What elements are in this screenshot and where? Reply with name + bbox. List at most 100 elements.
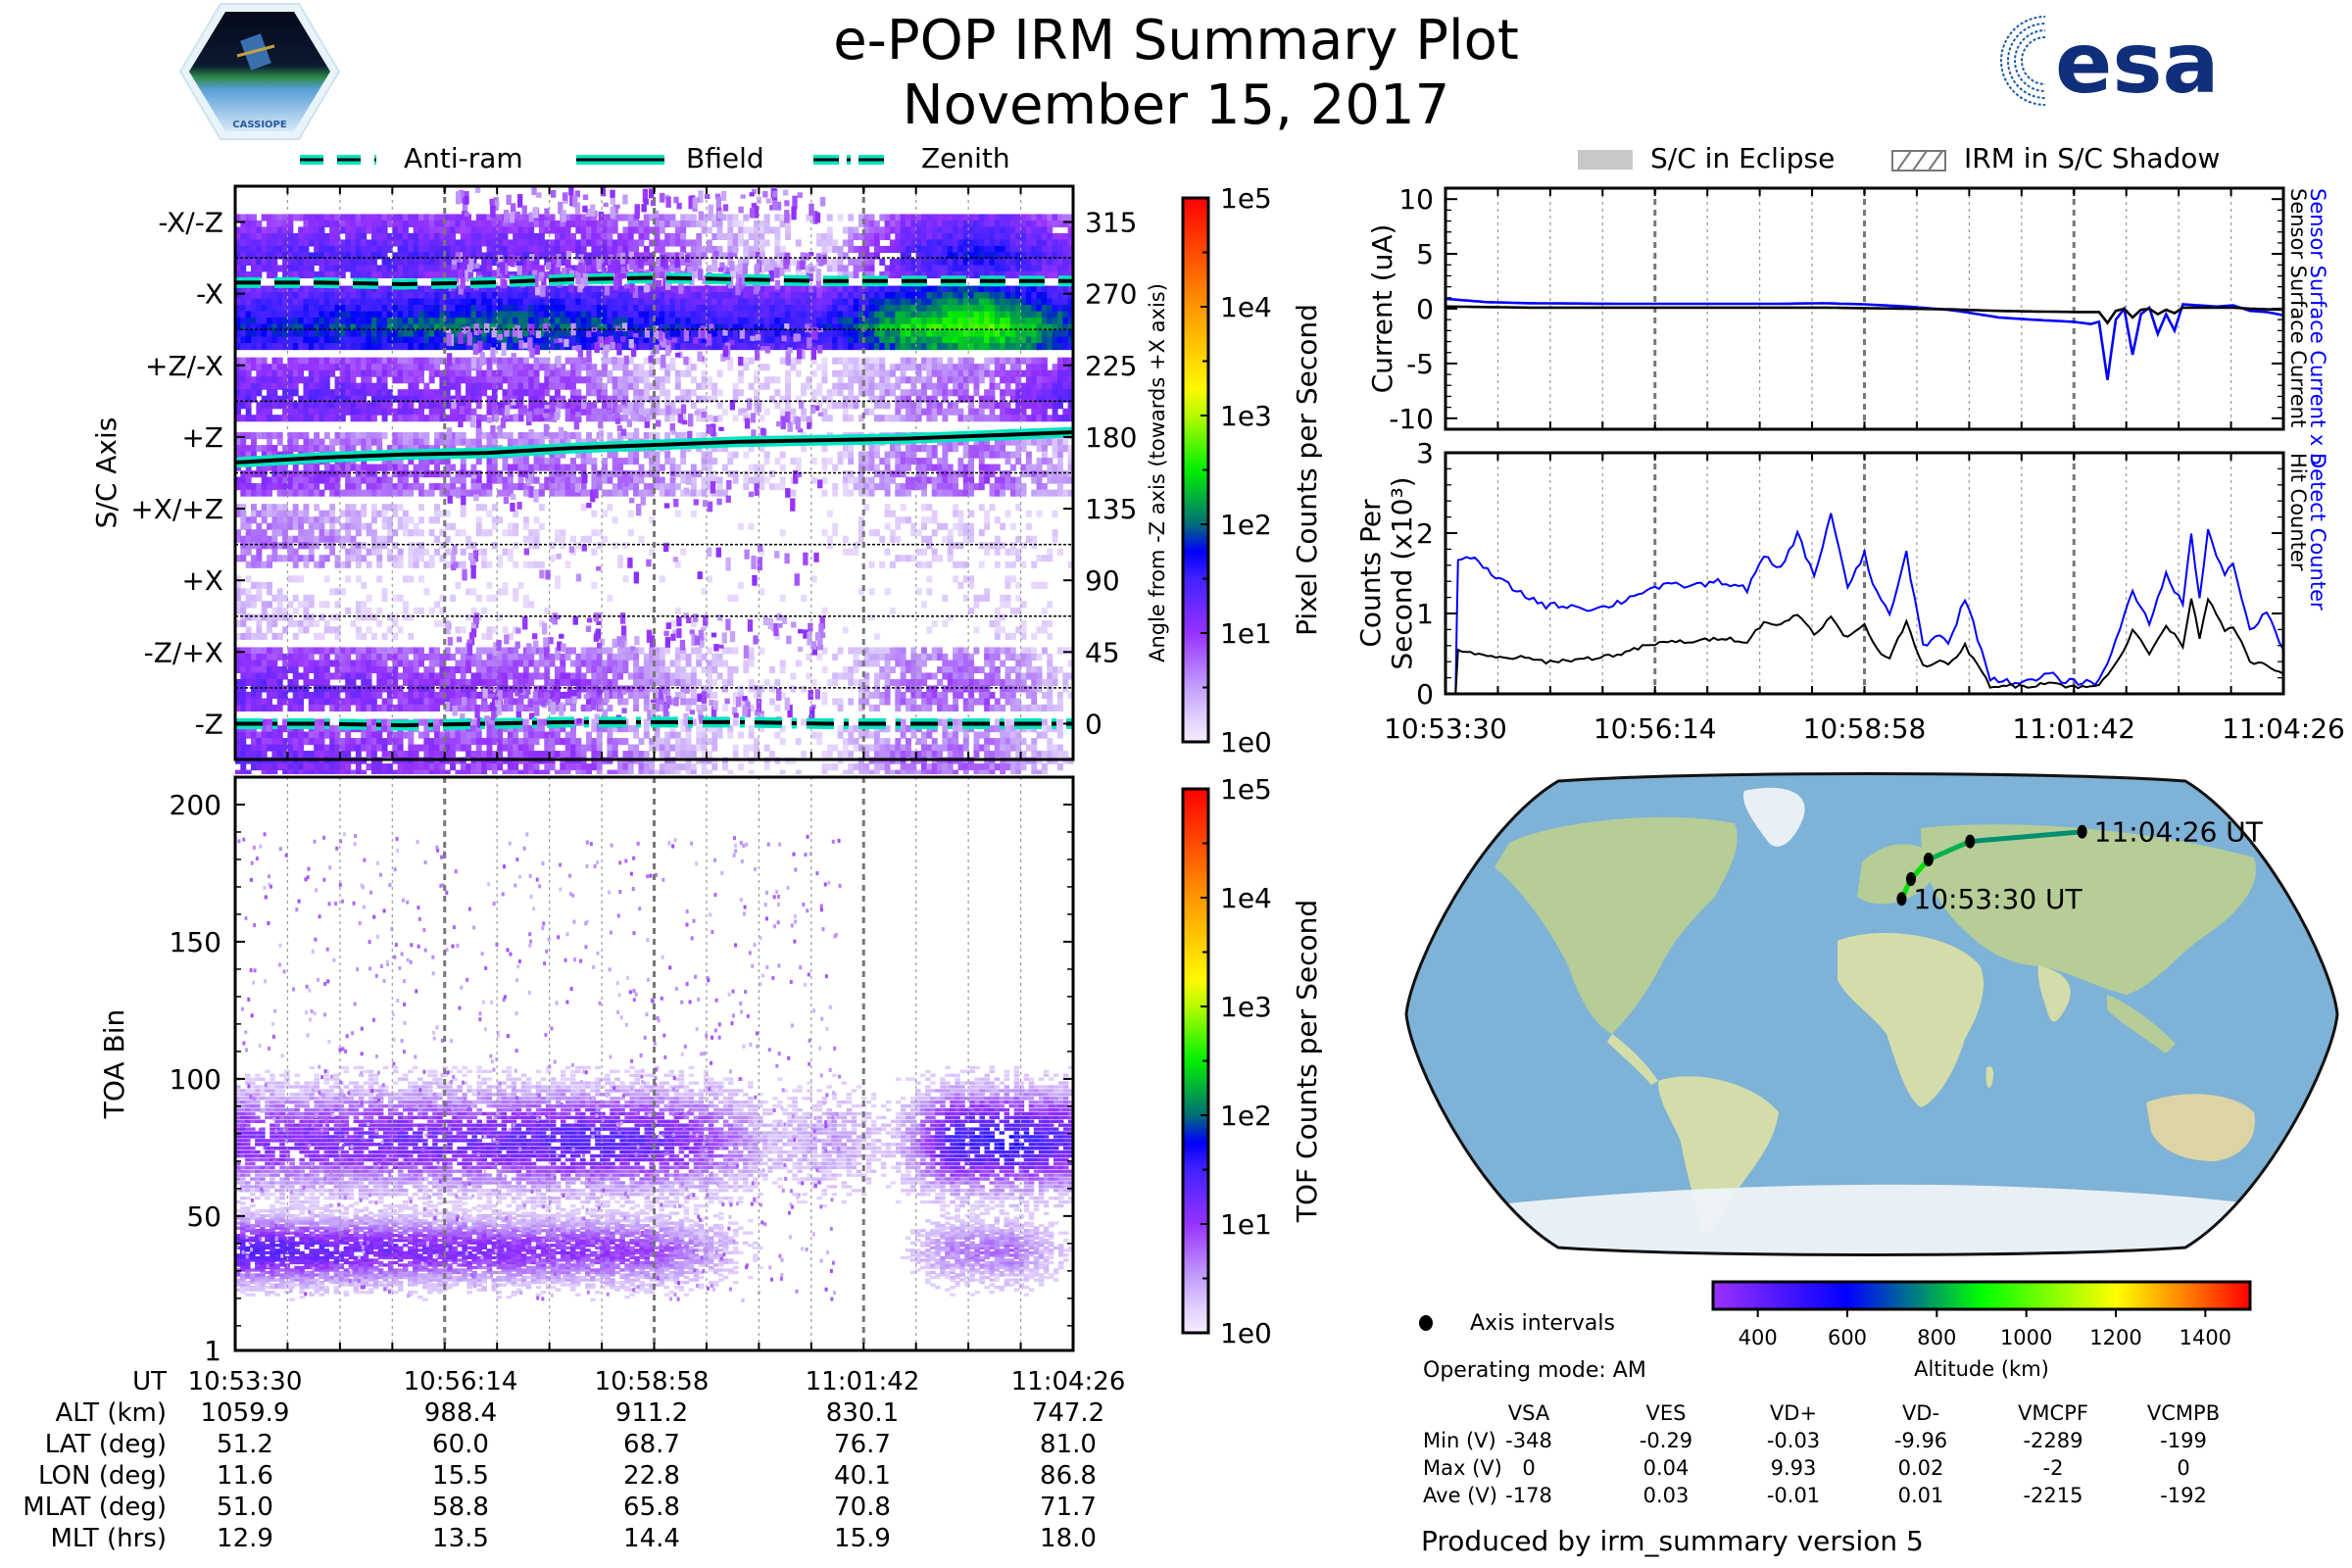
heatmap-cell [1067,323,1074,331]
heatmap-cell [586,318,592,325]
heatmap-cell [1036,245,1043,254]
heatmap-cell [466,395,472,403]
heatmap-cell [381,415,388,422]
heatmap-cell [251,438,257,446]
heatmap-cell [842,270,849,279]
heatmap-cell [873,311,880,318]
heatmap-cell [627,311,634,318]
heatmap-cell [376,245,383,254]
heatmap-cell [727,285,734,293]
heatmap-cell [287,438,294,446]
heatmap-cell [423,458,430,466]
heatmap-cell [671,337,678,343]
heatmap-cell [528,369,535,377]
heatmap-cell [627,214,634,221]
heatmap-cell [654,311,661,318]
heatmap-cell [1020,415,1027,422]
heatmap-cell [688,195,694,210]
heatmap-cell [413,445,419,453]
heatmap-cell [853,298,859,306]
heatmap-cell [1000,270,1006,279]
heatmap-cell [674,226,681,234]
heatmap-cell [240,415,247,422]
heatmap-cell [962,389,969,397]
heatmap-cell [533,292,540,300]
heatmap-cell [1025,226,1032,234]
heatmap-cell [953,323,959,331]
heatmap-cell [738,239,744,247]
heatmap-cell [298,298,305,306]
heatmap-cell [282,305,289,313]
heatmap-cell [256,489,263,497]
heatmap-cell [334,395,341,403]
heatmap-cell [769,395,776,403]
heatmap-cell [649,364,656,371]
heatmap-cell [947,285,954,293]
heatmap-cell [879,343,886,351]
heatmap-cell [743,285,750,293]
heatmap-cell [491,402,498,410]
heatmap-cell [549,226,556,234]
heatmap-cell [895,395,902,403]
heatmap-cell [345,476,352,484]
heatmap-cell [392,364,399,371]
heatmap-cell [711,214,718,221]
heatmap-cell [580,285,587,293]
heatmap-cell [370,402,377,410]
heatmap-cell [350,343,357,351]
heatmap-cell [900,415,906,422]
heatmap-cell [413,470,419,478]
heatmap-cell [386,258,393,267]
heatmap-cell [661,354,666,368]
heatmap-cell [276,330,283,338]
heatmap-cell [282,285,289,293]
heatmap-cell [722,329,728,336]
heatmap-cell [937,364,944,371]
heatmap-cell [669,357,676,365]
heatmap-cell [314,343,320,351]
heatmap-cell [460,252,466,260]
heatmap-cell [318,357,325,365]
heatmap-cell [413,336,419,344]
heatmap-cell [617,245,624,254]
heatmap-cell [832,343,839,351]
heatmap-cell [569,270,575,277]
heatmap-cell [973,245,980,254]
heatmap-cell [937,402,944,410]
heatmap-cell [1015,376,1022,384]
heatmap-cell [748,232,755,241]
heatmap-cell [355,214,362,221]
heatmap-cell [314,252,320,260]
heatmap-cell [674,376,681,384]
heatmap-cell [486,232,493,241]
heatmap-cell [418,408,424,416]
heatmap-cell [900,395,906,403]
heatmap-cell [450,357,457,365]
heatmap-cell [612,389,618,397]
heatmap-cell [602,298,609,306]
heatmap-cell [957,214,964,221]
heatmap-cell [386,464,393,471]
heatmap-cell [968,220,975,228]
heatmap-cell [685,298,692,306]
heatmap-cell [413,239,419,247]
heatmap-cell [251,364,257,371]
heatmap-cell [339,369,346,377]
heatmap-cell [502,285,509,293]
heatmap-cell [879,323,886,331]
heatmap-cell [314,382,320,390]
heatmap-cell [439,265,446,272]
heatmap-cell [1015,292,1022,300]
heatmap-cell [591,343,598,351]
heatmap-cell [633,220,640,228]
heatmap-cell [910,245,917,254]
heatmap-cell [497,369,504,377]
heatmap-cell [781,335,787,342]
heatmap-cell [815,269,822,281]
heatmap-cell [486,214,493,221]
cassiope-logo-text: CASSIOPE [232,120,287,130]
heatmap-cell [674,382,681,390]
heatmap-cell [298,305,305,313]
heatmap-cell [602,292,609,300]
heatmap-cell [769,305,776,313]
